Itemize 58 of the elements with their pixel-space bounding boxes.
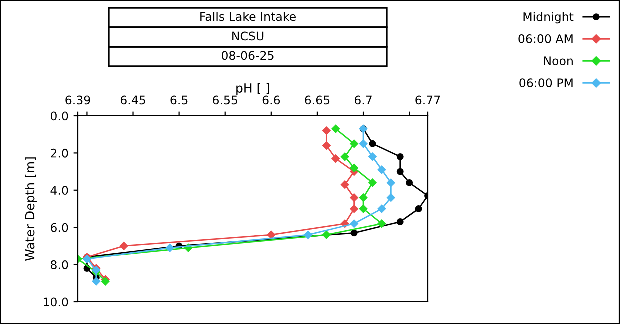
point	[406, 179, 414, 186]
x-tick-label: 6.39	[66, 96, 90, 105]
point	[350, 194, 358, 202]
point	[332, 154, 340, 163]
x-tick-label: 6.5	[170, 96, 188, 105]
point	[350, 164, 358, 172]
point	[83, 255, 92, 264]
point	[340, 152, 350, 162]
x-tick-label: 6.77	[416, 96, 440, 105]
point	[368, 152, 377, 162]
point	[304, 230, 312, 240]
point	[359, 204, 368, 214]
point	[359, 140, 368, 148]
y-tick-label: 10.0	[44, 298, 68, 307]
chart-title: Falls Lake Intake	[200, 12, 296, 22]
point	[120, 242, 128, 250]
x-axis-title: pH [ ]	[236, 83, 270, 96]
point	[396, 218, 404, 226]
x-tick-label: 6.55	[213, 96, 238, 105]
point	[267, 230, 276, 240]
point	[350, 220, 358, 228]
x-tick-label: 6.7	[354, 96, 372, 105]
point	[415, 206, 422, 212]
point	[359, 194, 368, 202]
point	[387, 194, 396, 202]
point	[387, 178, 396, 188]
point	[350, 230, 358, 237]
legend-label: 06:00 AM	[518, 34, 573, 44]
y-tick-label: 6.0	[51, 223, 68, 232]
point	[396, 168, 404, 176]
x-tick-label: 6.65	[305, 96, 330, 105]
point	[378, 204, 386, 214]
y-tick-label: 4.0	[50, 186, 68, 196]
text: 08-06-25	[222, 51, 274, 60]
point	[166, 244, 174, 252]
legend-label: Midnight	[524, 12, 574, 24]
y-tick-label: 8.0	[51, 260, 68, 270]
point	[322, 142, 331, 150]
y-tick-label: 2.0	[51, 148, 68, 158]
point	[332, 124, 340, 134]
y-tick-label: 0.0	[50, 112, 68, 121]
x-tick-label: 6.6	[262, 96, 280, 105]
point	[378, 166, 386, 174]
point	[368, 178, 377, 188]
point	[322, 230, 331, 240]
point	[378, 220, 386, 228]
point	[369, 140, 376, 148]
point	[396, 153, 404, 160]
x-tick-label: 6.45	[120, 96, 146, 105]
point	[92, 277, 101, 286]
chart-subtitle: NCSU	[232, 32, 264, 41]
legend-label: Noon	[544, 56, 573, 66]
point	[350, 140, 358, 148]
point	[350, 204, 358, 214]
point	[340, 180, 350, 189]
point	[322, 126, 331, 136]
legend-label: 06:00 PM	[520, 78, 573, 88]
y-axis-title: Water Depth [m]	[25, 158, 38, 262]
